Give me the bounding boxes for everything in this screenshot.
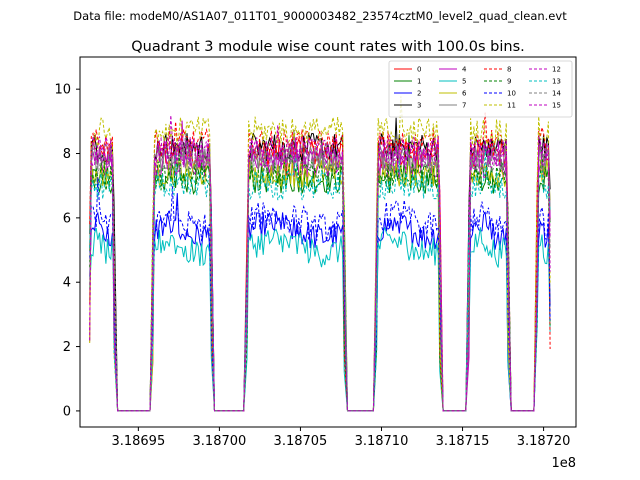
series-line-2 [89, 193, 551, 412]
series-line-13 [89, 149, 551, 412]
series-line-15 [89, 115, 551, 412]
series-layer [89, 96, 551, 412]
axis-layer: 3.18695 3.18700 3.18705 3.18710 3.18715 3.187… [54, 83, 570, 449]
series-line-5 [89, 226, 551, 412]
legend-label-1: 1 [417, 78, 421, 86]
y-tick-label: 10 [54, 83, 71, 98]
legend-label-3: 3 [417, 102, 421, 110]
legend-label-4: 4 [462, 66, 467, 74]
legend-label-6: 6 [462, 90, 467, 98]
series-line-1 [89, 135, 551, 412]
series-line-11 [89, 96, 551, 412]
x-tick-label: 3.18720 [517, 434, 571, 449]
x-tick-label: 3.18715 [436, 434, 490, 449]
legend-label-0: 0 [417, 66, 421, 74]
legend-label-8: 8 [507, 66, 511, 74]
legend-label-11: 11 [507, 102, 516, 110]
legend-label-5: 5 [462, 78, 466, 86]
chart-title: Quadrant 3 module wise count rates with … [131, 39, 525, 55]
legend-label-12: 12 [552, 66, 561, 74]
legend-box [388, 60, 573, 118]
legend-label-7: 7 [462, 102, 466, 110]
legend-label-14: 14 [552, 90, 561, 98]
y-tick-label: 4 [63, 276, 71, 291]
plot-frame [79, 56, 577, 428]
series-line-12 [89, 134, 551, 412]
x-tick-label: 3.18695 [111, 434, 165, 449]
legend-label-10: 10 [507, 90, 516, 98]
y-tick-label: 0 [63, 404, 71, 419]
series-line-6 [89, 157, 551, 412]
legend-label-9: 9 [507, 78, 511, 86]
x-offset-label: 1e8 [551, 456, 576, 471]
legend-label-13: 13 [552, 78, 561, 86]
series-line-14 [89, 133, 551, 412]
figure-suptitle: Data file: modeM0/AS1A07_011T01_90000034… [73, 9, 567, 23]
y-tick-label: 8 [63, 147, 71, 162]
y-tick-label: 6 [63, 211, 71, 226]
x-tick-label: 3.18705 [274, 434, 328, 449]
x-tick-label: 3.18710 [355, 434, 409, 449]
y-tick-label: 2 [63, 340, 71, 355]
series-line-9 [89, 146, 551, 412]
legend-label-2: 2 [417, 90, 421, 98]
legend-label-15: 15 [552, 102, 561, 110]
x-tick-label: 3.18700 [193, 434, 247, 449]
series-line-10 [89, 177, 551, 412]
